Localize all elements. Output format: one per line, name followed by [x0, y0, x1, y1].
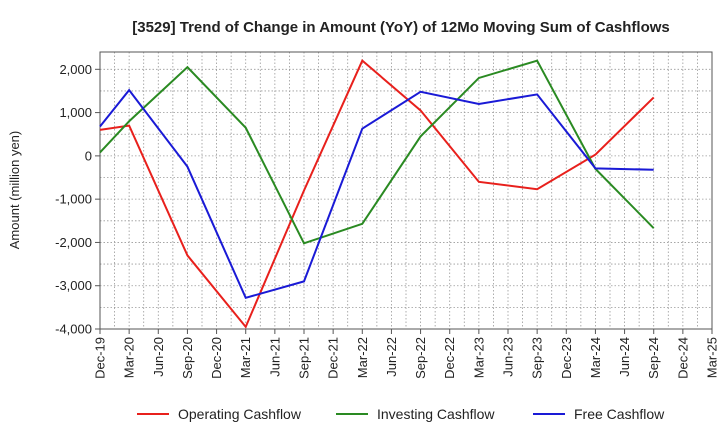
- x-tick-label: Dec-23: [559, 337, 574, 379]
- y-tick-label: 1,000: [59, 105, 92, 120]
- series-layer: [99, 59, 655, 329]
- y-tick-label: -4,000: [55, 322, 92, 337]
- x-tick-label: Sep-24: [646, 337, 661, 379]
- series-line-operating-cashflow: [99, 59, 655, 329]
- y-tick-label: -1,000: [55, 192, 92, 207]
- x-tick-label: Dec-19: [93, 337, 108, 379]
- y-tick-label: -2,000: [55, 235, 92, 250]
- y-tick-label: 0: [85, 148, 92, 163]
- legend-label: Investing Cashflow: [377, 406, 495, 422]
- plot-frame: [99, 51, 713, 330]
- x-tick-label: Mar-21: [238, 337, 253, 378]
- x-tick-label: Jun-24: [617, 337, 632, 377]
- y-axis-ticks: -4,000 -3,000 -2,000 -1,000 0 1,000 2,000: [55, 62, 100, 337]
- x-tick-label: Jun-23: [501, 337, 516, 377]
- x-tick-label: Mar-25: [705, 337, 720, 378]
- x-tick-label: Sep-20: [180, 337, 195, 379]
- x-axis-ticks: Dec-19 Mar-20 Jun-20 Sep-20 Dec-20 Mar-21 Jun-…: [93, 329, 720, 379]
- x-tick-label: Sep-22: [413, 337, 428, 379]
- x-tick-label: Dec-21: [326, 337, 341, 379]
- x-tick-label: Mar-24: [588, 337, 603, 378]
- x-tick-label: Dec-24: [675, 337, 690, 379]
- legend-label: Operating Cashflow: [178, 406, 302, 422]
- y-axis-label: Amount (million yen): [7, 131, 22, 250]
- legend-label: Free Cashflow: [574, 406, 665, 422]
- y-tick-label: 2,000: [59, 62, 92, 77]
- x-tick-label: Mar-20: [122, 337, 137, 378]
- legend: Operating Cashflow Investing Cashflow Free…: [137, 406, 665, 422]
- x-tick-label: Dec-20: [209, 337, 224, 379]
- x-tick-label: Jun-22: [384, 337, 399, 377]
- x-tick-label: Sep-21: [297, 337, 312, 379]
- series-line-free-cashflow: [99, 88, 654, 300]
- x-tick-label: Jun-21: [267, 337, 282, 377]
- x-tick-label: Mar-23: [471, 337, 486, 378]
- x-tick-label: Jun-20: [151, 337, 166, 377]
- x-tick-label: Dec-22: [442, 337, 457, 379]
- y-tick-label: -3,000: [55, 278, 92, 293]
- series-line-investing-cashflow: [99, 59, 655, 245]
- x-tick-label: Mar-22: [355, 337, 370, 378]
- chart-title: [3529] Trend of Change in Amount (YoY) o…: [132, 19, 670, 36]
- grid-layer: [99, 52, 713, 330]
- x-tick-label: Sep-23: [530, 337, 545, 379]
